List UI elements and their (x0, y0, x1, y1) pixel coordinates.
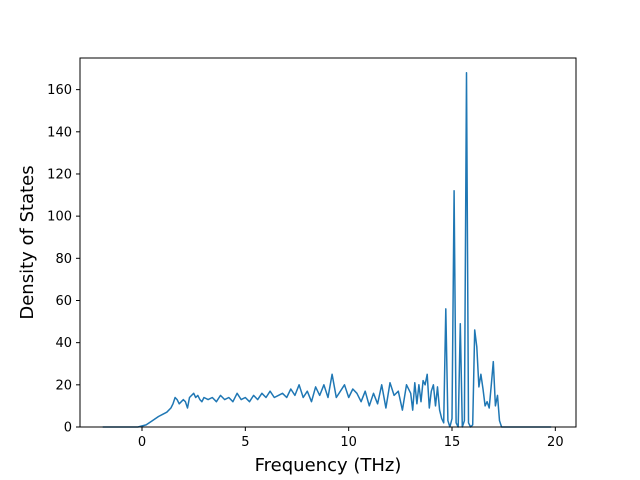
x-tick-label: 20 (547, 435, 564, 450)
ticks-layer: 0 5 10 15 20 0 20 40 60 80 100 120 140 160 (47, 83, 563, 450)
x-tick-label: 10 (340, 435, 357, 450)
axes-frame (79, 57, 577, 428)
y-tick-label: 40 (55, 336, 72, 351)
y-tick-label: 80 (55, 252, 72, 267)
x-tick-label: 0 (138, 435, 146, 450)
x-tick-label: 5 (241, 435, 249, 450)
y-tick-label: 120 (47, 167, 72, 182)
x-axis-label: Frequency (THz) (255, 455, 402, 476)
y-tick-label: 60 (55, 294, 72, 309)
y-axis-label: Density of States (17, 165, 38, 319)
y-tick-label: 20 (55, 378, 72, 393)
y-tick-label: 100 (47, 210, 72, 225)
y-tick-label: 140 (47, 125, 72, 140)
y-tick-label: 0 (64, 421, 72, 436)
dos-series-line (102, 72, 552, 428)
series-layer (102, 72, 552, 428)
y-tick-label: 160 (47, 83, 72, 98)
x-tick-label: 15 (444, 435, 461, 450)
